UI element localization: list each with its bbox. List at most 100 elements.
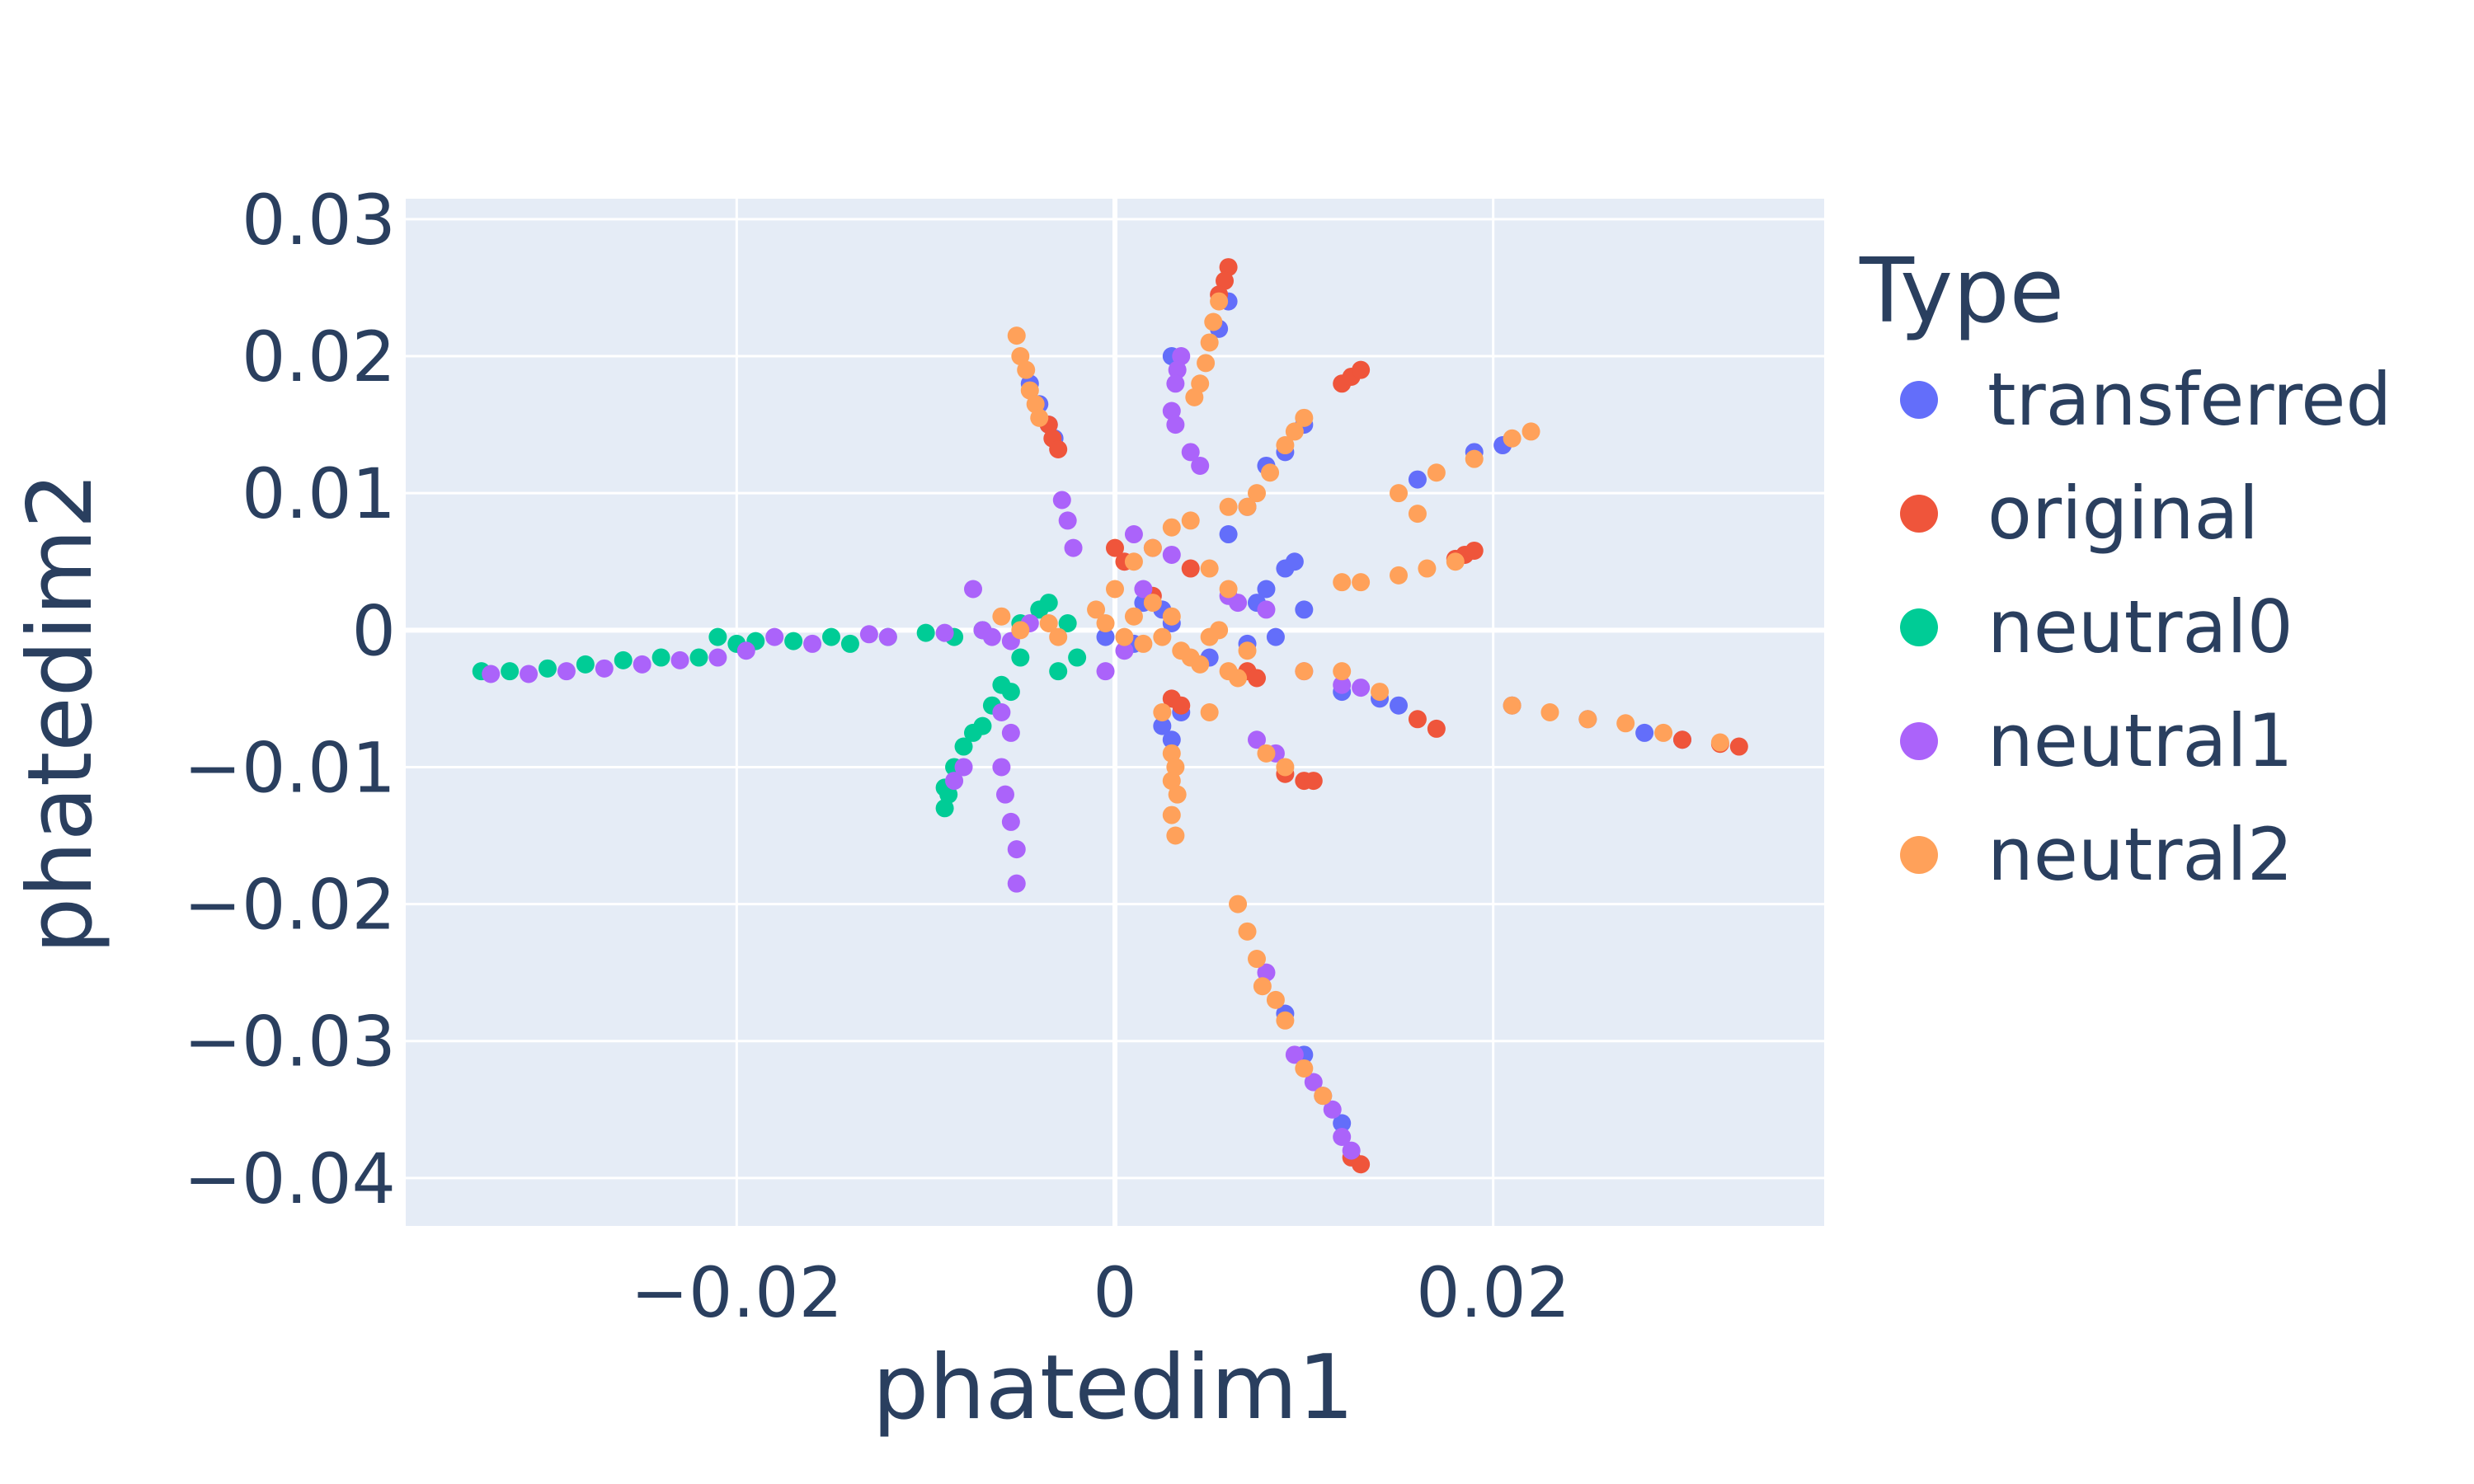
point-neutral1 xyxy=(992,758,1011,777)
point-original xyxy=(1181,559,1200,578)
point-neutral2 xyxy=(1185,387,1204,406)
point-transferred xyxy=(1162,730,1181,749)
point-transferred xyxy=(1285,552,1304,571)
point-neutral1 xyxy=(1096,662,1115,681)
point-neutral2 xyxy=(1229,669,1248,688)
legend-label-transferred: transferred xyxy=(1987,357,2392,442)
point-neutral2 xyxy=(1181,511,1200,530)
point-neutral2 xyxy=(1257,744,1276,763)
point-neutral2 xyxy=(1654,723,1673,742)
point-neutral2 xyxy=(992,607,1011,626)
x-axis-ticks: −0.02 0 0.02 xyxy=(631,1252,1571,1333)
point-neutral2 xyxy=(1285,422,1304,441)
point-neutral1 xyxy=(1124,525,1143,544)
y-tick-label: 0.02 xyxy=(242,317,396,397)
point-neutral1 xyxy=(1166,416,1185,434)
point-neutral1 xyxy=(954,758,973,777)
data-points xyxy=(472,258,1748,1174)
point-neutral2 xyxy=(1333,573,1352,592)
point-transferred xyxy=(1219,525,1238,544)
point-neutral0 xyxy=(501,662,520,681)
point-neutral1 xyxy=(964,580,982,599)
y-tick-label: −0.03 xyxy=(184,1002,396,1082)
point-neutral2 xyxy=(1124,552,1143,571)
point-neutral0 xyxy=(689,648,708,667)
point-neutral2 xyxy=(1210,292,1229,311)
point-neutral2 xyxy=(1503,429,1522,448)
point-neutral2 xyxy=(1030,408,1049,427)
point-neutral2 xyxy=(1049,627,1068,646)
point-transferred xyxy=(1096,627,1115,646)
legend-marker-original xyxy=(1900,495,1938,533)
point-neutral2 xyxy=(1026,395,1045,414)
point-original xyxy=(1248,669,1266,688)
y-axis-ticks: 0.03 0.02 0.01 0 −0.01 −0.02 −0.03 −0.04 xyxy=(184,180,396,1219)
point-neutral2 xyxy=(1162,772,1181,791)
point-neutral2 xyxy=(1153,703,1172,721)
point-neutral2 xyxy=(1162,805,1181,824)
point-transferred xyxy=(1408,470,1427,489)
point-neutral2 xyxy=(1168,785,1187,804)
point-neutral1 xyxy=(1058,511,1077,530)
legend-marker-neutral1 xyxy=(1900,722,1938,760)
point-neutral2 xyxy=(1143,594,1162,613)
point-neutral0 xyxy=(1039,594,1058,613)
point-neutral0 xyxy=(1049,662,1068,681)
point-neutral1 xyxy=(1052,491,1071,510)
point-neutral1 xyxy=(1257,600,1276,619)
point-neutral2 xyxy=(1162,744,1181,763)
point-neutral2 xyxy=(1200,559,1219,578)
x-tick-label: 0 xyxy=(1093,1252,1136,1333)
point-neutral0 xyxy=(822,627,840,646)
point-original xyxy=(1427,719,1446,738)
point-neutral1 xyxy=(1134,580,1153,599)
point-neutral0 xyxy=(708,627,727,646)
legend-item-neutral2[interactable]: neutral2 xyxy=(1900,812,2293,897)
y-tick-label: 0.01 xyxy=(242,453,396,534)
point-neutral2 xyxy=(1371,683,1390,702)
point-neutral1 xyxy=(708,648,727,667)
legend-item-original[interactable]: original xyxy=(1900,471,2259,556)
point-neutral2 xyxy=(1153,627,1172,646)
point-neutral2 xyxy=(1266,990,1285,1009)
point-neutral2 xyxy=(1248,950,1266,969)
point-neutral2 xyxy=(1162,607,1181,626)
point-neutral1 xyxy=(1181,443,1200,462)
legend-item-neutral1[interactable]: neutral1 xyxy=(1900,698,2293,783)
point-neutral2 xyxy=(1390,566,1408,585)
point-neutral2 xyxy=(1162,518,1181,537)
point-neutral1 xyxy=(1257,963,1276,982)
point-neutral1 xyxy=(1342,1141,1361,1160)
point-neutral2 xyxy=(1017,360,1036,379)
point-original xyxy=(1465,541,1484,560)
legend-title: Type xyxy=(1859,240,2064,343)
point-neutral2 xyxy=(1238,497,1257,516)
point-neutral0 xyxy=(784,632,803,650)
legend-item-neutral0[interactable]: neutral0 xyxy=(1900,585,2293,669)
point-neutral0 xyxy=(576,655,595,674)
y-tick-label: −0.02 xyxy=(184,865,396,946)
point-original xyxy=(1352,360,1371,379)
point-neutral0 xyxy=(539,659,557,678)
y-axis-label: phatedim2 xyxy=(9,472,112,954)
point-neutral2 xyxy=(1200,333,1219,352)
y-tick-label: 0.03 xyxy=(242,180,396,261)
point-neutral1 xyxy=(945,772,964,791)
point-neutral2 xyxy=(1238,641,1257,660)
point-neutral1 xyxy=(1162,402,1181,420)
point-neutral1 xyxy=(1115,641,1134,660)
y-tick-label: −0.04 xyxy=(184,1139,396,1219)
series-neutral2 xyxy=(992,292,1729,1106)
point-transferred xyxy=(1333,1114,1352,1133)
legend-label-neutral2: neutral2 xyxy=(1987,812,2293,897)
point-neutral0 xyxy=(935,799,954,818)
legend-item-transferred[interactable]: transferred xyxy=(1900,357,2392,442)
point-neutral2 xyxy=(1115,627,1134,646)
point-neutral1 xyxy=(878,627,897,646)
point-neutral2 xyxy=(1124,607,1143,626)
point-neutral2 xyxy=(1238,922,1257,941)
point-neutral1 xyxy=(765,627,784,646)
point-neutral1 xyxy=(935,623,954,642)
point-neutral0 xyxy=(939,785,958,804)
point-neutral2 xyxy=(1295,1059,1314,1078)
